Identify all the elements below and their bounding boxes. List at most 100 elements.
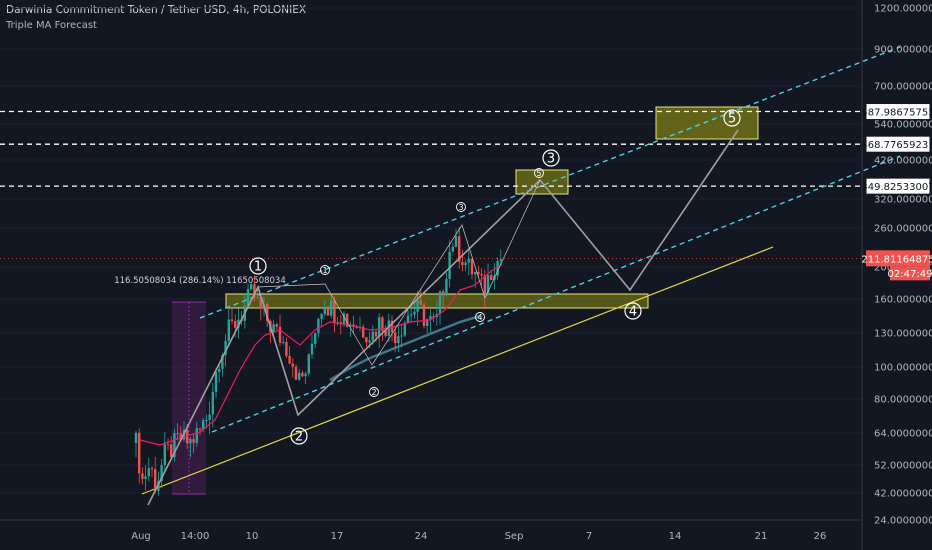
level-label: 587.98675755 <box>861 108 932 119</box>
candle-body <box>470 258 474 275</box>
wave-minor-label: 4 <box>477 313 482 322</box>
time-tick-label: 10 <box>246 531 259 542</box>
candle-body <box>416 300 419 312</box>
time-tick-label: Sep <box>505 531 524 542</box>
price-tick-label: 42.00000000 <box>874 489 932 500</box>
wave-minor-label: 2 <box>371 388 376 397</box>
candle-body <box>147 468 150 477</box>
price-tick-label: 260.00000000 <box>874 224 932 235</box>
candle-body <box>227 319 230 341</box>
candle-body <box>246 289 250 306</box>
candle-body <box>291 363 294 367</box>
wave-secondary <box>257 179 541 366</box>
wave-major-label: 3 <box>547 152 555 167</box>
channel-lower <box>211 155 901 433</box>
candle-body <box>150 468 154 470</box>
price-tick-label: 80.00000000 <box>874 395 932 406</box>
zones: 116.50508034 (286.14%) 11650508034 <box>114 106 759 495</box>
candle-body <box>390 320 394 333</box>
candle-body <box>211 391 214 415</box>
time-axis: Aug 14:00 10 17 24 Sep 7 14 21 26 <box>131 531 826 542</box>
candle-body <box>320 314 323 320</box>
time-tick-label: 7 <box>586 531 592 542</box>
candle-body <box>275 324 278 327</box>
candle-body <box>413 311 416 315</box>
wave-major-circle <box>249 257 267 275</box>
grid <box>0 0 863 550</box>
wave-major-circle <box>624 302 642 320</box>
price-tick-label: 540.00000000 <box>874 120 932 131</box>
wave-primary <box>147 129 739 506</box>
candle-body <box>480 274 483 276</box>
candle-body <box>400 335 403 337</box>
candle-body <box>272 324 275 333</box>
candle-body <box>198 428 202 430</box>
candle-body <box>214 371 218 392</box>
candle-body <box>163 444 166 465</box>
price-tick-label: 420.00000000 <box>874 156 932 167</box>
candle-body <box>403 322 406 336</box>
candle-body <box>307 354 310 374</box>
candle-body <box>371 331 374 341</box>
candle-body <box>323 308 326 315</box>
candle-body <box>253 284 256 298</box>
channel-upper <box>199 46 901 319</box>
candle-body <box>237 319 240 328</box>
price-tick-label: 64.00000000 <box>874 429 932 440</box>
candle-body <box>355 327 358 329</box>
candle-body <box>301 372 304 377</box>
wave-minor-label: 1 <box>322 266 327 275</box>
candle-body <box>317 319 320 333</box>
candle-body <box>285 342 288 356</box>
level-badge <box>865 103 931 121</box>
candle-body <box>426 319 429 326</box>
level-badge <box>865 135 931 153</box>
candle-body <box>195 428 198 443</box>
time-tick-label: 14 <box>669 531 682 542</box>
price-tick-label: 52.00000000 <box>874 461 932 472</box>
candle-body <box>496 260 499 276</box>
candle-body <box>442 291 445 295</box>
candle-body <box>144 476 147 480</box>
candle-body <box>202 420 205 430</box>
indicator-label: Triple MA Forecast <box>6 20 97 31</box>
candle-body <box>410 314 413 316</box>
candle-body <box>282 342 285 344</box>
current-price-label: 211.81164875 <box>861 254 932 265</box>
price-tick-label: 320.00000000 <box>874 195 932 206</box>
candle-body <box>346 313 349 327</box>
wave-minor-circle <box>320 265 330 275</box>
candle-body <box>333 300 336 324</box>
candle-body <box>205 420 208 422</box>
wave-minor-circle <box>534 168 544 178</box>
wave-labels: 1 2 3 4 5 1 2 3 4 5 <box>249 109 741 445</box>
countdown-label: 02:47:49 <box>888 269 932 280</box>
wave-major-label: 4 <box>629 305 637 320</box>
candle-body <box>234 321 237 328</box>
candle-body <box>170 444 173 458</box>
candle-body <box>438 291 442 314</box>
candle-body <box>448 251 451 280</box>
candle-body <box>208 414 211 421</box>
price-tick-label: 700.00000000 <box>874 82 932 93</box>
candle-body <box>368 340 371 343</box>
candle-body <box>189 438 192 444</box>
candle-body <box>166 444 170 446</box>
candle-body <box>464 262 467 266</box>
candle-body <box>419 300 422 305</box>
candle-body <box>362 326 365 338</box>
time-tick-label: Aug <box>131 531 151 542</box>
candle-body <box>342 313 346 325</box>
ma-blue <box>329 314 481 382</box>
price-tick-label: 900.00000000 <box>874 45 932 56</box>
time-tick-label: 14:00 <box>181 531 210 542</box>
candle-body <box>381 317 384 331</box>
support-trendline <box>141 246 774 495</box>
candle-body <box>138 432 141 474</box>
candle-body <box>250 284 253 290</box>
price-tick-label: 1200.00000000 <box>874 4 932 15</box>
price-tick-label: 24.00000000 <box>874 516 932 527</box>
wave-minor-circle <box>456 202 466 212</box>
wave-major-label: 1 <box>254 260 262 275</box>
